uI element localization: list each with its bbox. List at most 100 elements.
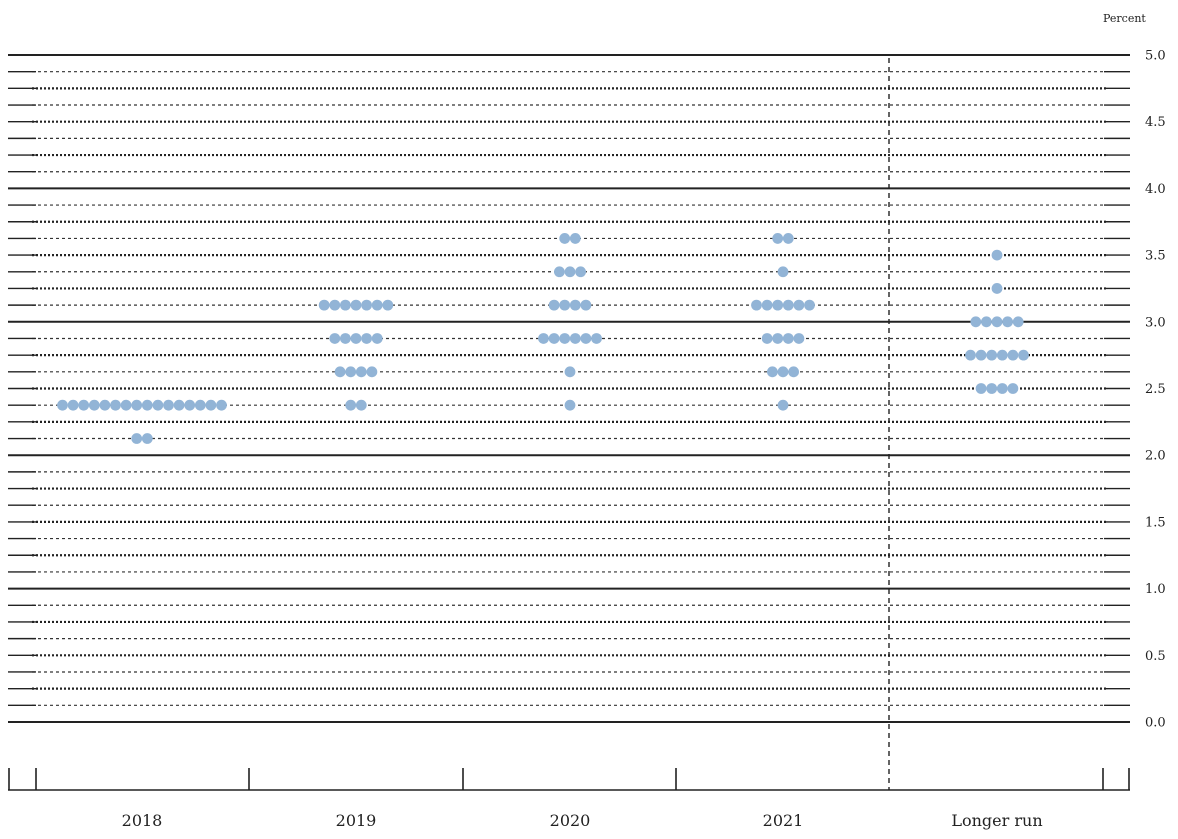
dot-point bbox=[371, 299, 383, 311]
dot-point bbox=[350, 333, 362, 344]
y-tick-label: 4.5 bbox=[1145, 115, 1166, 130]
dot-point bbox=[88, 399, 100, 411]
dot-point bbox=[131, 399, 143, 411]
dot-point bbox=[559, 299, 571, 311]
y-tick-label: 1.5 bbox=[1145, 515, 1166, 530]
dot-point bbox=[110, 399, 121, 411]
dot-point bbox=[580, 299, 592, 311]
y-axis-unit-label: Percent bbox=[1103, 12, 1146, 25]
dot-point bbox=[78, 399, 90, 411]
dot-point bbox=[340, 299, 351, 311]
x-category-label: 2020 bbox=[550, 811, 591, 830]
y-tick-label: 4.0 bbox=[1145, 182, 1166, 197]
dot-point bbox=[329, 333, 341, 344]
dot-point bbox=[67, 399, 79, 411]
dot-point bbox=[205, 399, 217, 411]
dot-point bbox=[1007, 349, 1019, 361]
dot-point bbox=[184, 399, 196, 411]
dot-point bbox=[1018, 349, 1029, 361]
dot-point bbox=[569, 333, 581, 344]
dot-point bbox=[361, 333, 372, 344]
dot-point bbox=[366, 366, 378, 378]
dot-point bbox=[548, 299, 560, 311]
dot-point bbox=[340, 333, 351, 344]
dot-point bbox=[559, 233, 571, 244]
dot-point bbox=[361, 299, 372, 311]
dot-point bbox=[141, 399, 153, 411]
dot-point bbox=[345, 366, 357, 378]
dot-point bbox=[120, 399, 132, 411]
y-tick-label: 0.5 bbox=[1145, 649, 1166, 664]
dot-point bbox=[761, 333, 773, 344]
dot-point bbox=[991, 249, 1003, 261]
dot-point bbox=[991, 283, 1003, 294]
dot-point bbox=[334, 366, 346, 378]
dot-point bbox=[538, 333, 549, 344]
dot-point bbox=[986, 383, 998, 394]
dot-point bbox=[569, 233, 581, 244]
dot-point bbox=[767, 366, 778, 378]
dot-point bbox=[761, 299, 773, 311]
dot-point bbox=[152, 399, 164, 411]
dot-point bbox=[564, 266, 576, 278]
y-tick-label: 2.0 bbox=[1145, 449, 1166, 464]
dot-point bbox=[965, 349, 976, 361]
dot-point bbox=[131, 433, 143, 444]
dot-point bbox=[986, 349, 998, 361]
dot-point bbox=[772, 333, 784, 344]
y-tick-label: 3.5 bbox=[1145, 249, 1166, 264]
dot-point bbox=[350, 299, 362, 311]
dot-point bbox=[788, 366, 799, 378]
x-category-label: 2021 bbox=[763, 811, 804, 830]
y-tick-label: 5.0 bbox=[1145, 49, 1166, 64]
x-category-label: 2018 bbox=[122, 811, 163, 830]
dot-point bbox=[975, 383, 987, 394]
dot-point bbox=[793, 299, 805, 311]
dot-point bbox=[772, 299, 784, 311]
dot-point bbox=[970, 316, 982, 328]
dot-point bbox=[355, 399, 367, 411]
dot-point bbox=[580, 333, 592, 344]
dot-point bbox=[569, 299, 581, 311]
dot-point bbox=[559, 333, 571, 344]
dot-point bbox=[772, 233, 784, 244]
dot-point bbox=[981, 316, 992, 328]
dot-point bbox=[996, 349, 1008, 361]
dot-point bbox=[99, 399, 111, 411]
x-category-label: Longer run bbox=[951, 811, 1042, 830]
y-tick-label: 0.0 bbox=[1145, 716, 1166, 731]
dots bbox=[57, 233, 1029, 444]
dot-point bbox=[991, 316, 1003, 328]
dot-point bbox=[782, 333, 794, 344]
dot-point bbox=[777, 366, 789, 378]
dot-point bbox=[548, 333, 560, 344]
dot-point bbox=[355, 366, 367, 378]
dot-point bbox=[57, 399, 68, 411]
dot-point bbox=[141, 433, 153, 444]
dot-point bbox=[804, 299, 815, 311]
dot-point bbox=[318, 299, 330, 311]
dot-point bbox=[996, 383, 1008, 394]
y-axis: 0.0 0.5 1.0 1.5 2.0 2.5 3.0 3.5 4.0 4.5 5.0 bbox=[1145, 49, 1166, 731]
x-axis: 2018 2019 2020 2021 Longer run bbox=[8, 768, 1130, 830]
dot-point bbox=[1012, 316, 1024, 328]
y-tick-label: 2.5 bbox=[1145, 382, 1166, 397]
dot-point bbox=[173, 399, 185, 411]
dot-point bbox=[554, 266, 565, 278]
dot-point bbox=[782, 233, 794, 244]
dot-point bbox=[751, 299, 762, 311]
dot-point bbox=[793, 333, 805, 344]
dot-point bbox=[777, 266, 789, 278]
dot-point bbox=[371, 333, 383, 344]
dot-point bbox=[216, 399, 227, 411]
dot-point bbox=[163, 399, 174, 411]
dot-point bbox=[345, 399, 357, 411]
dot-point bbox=[382, 299, 394, 311]
dot-point bbox=[1002, 316, 1013, 328]
y-tick-label: 1.0 bbox=[1145, 582, 1166, 597]
gridlines bbox=[8, 54, 1130, 790]
dot-point bbox=[1007, 383, 1019, 394]
dot-point bbox=[575, 266, 586, 278]
